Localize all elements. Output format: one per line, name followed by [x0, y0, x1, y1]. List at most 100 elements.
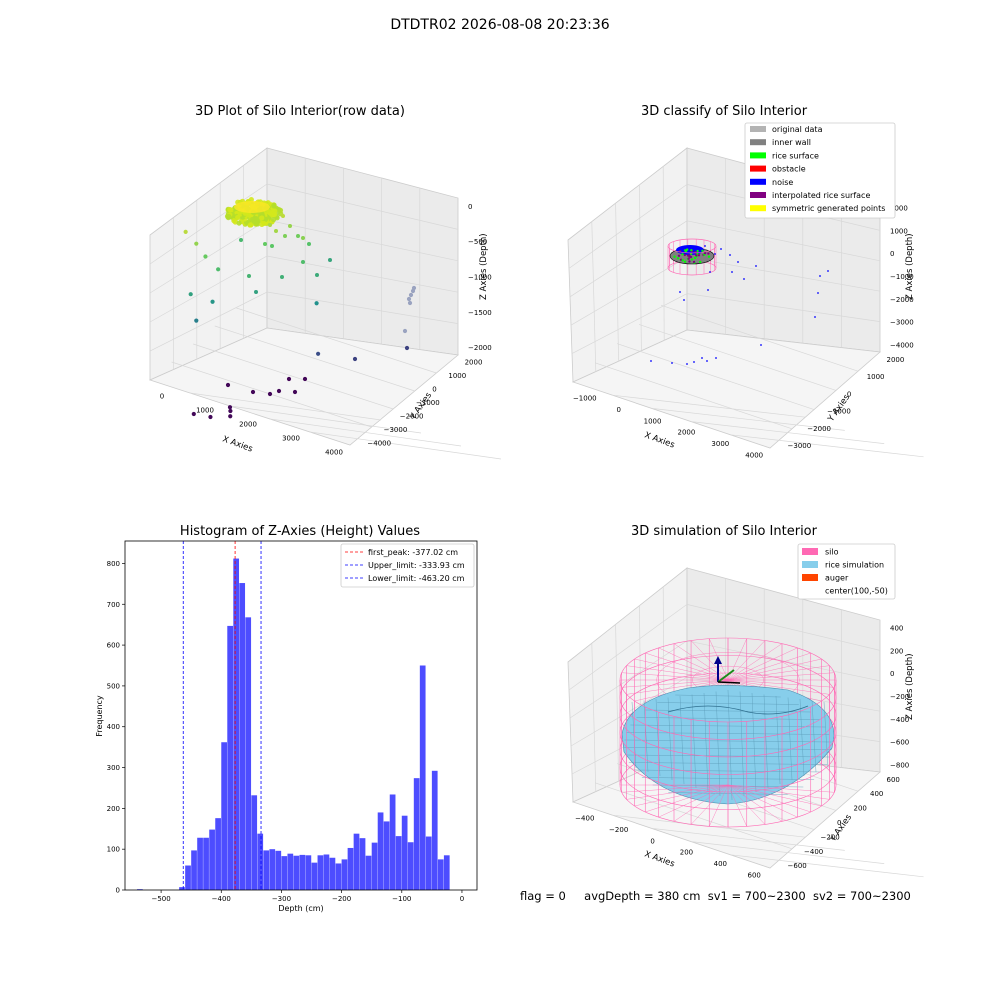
raw-low-point	[404, 345, 410, 351]
classify-surface-point	[701, 249, 704, 253]
raw-point	[315, 273, 319, 277]
silo-wire-spoke	[709, 784, 729, 827]
raw-x-tick: 2000	[239, 421, 257, 429]
raw-z-axis-label: Z Axies (Depth)	[479, 233, 489, 300]
raw-x-tick: 1000	[196, 407, 214, 415]
histogram-x-tick: −200	[332, 895, 351, 903]
classify-noise-point	[731, 271, 733, 273]
histogram-bar	[407, 842, 414, 890]
classify-surface-point	[695, 252, 698, 256]
classify-x-tick: 1000	[644, 417, 662, 425]
classify-noise-point	[714, 253, 716, 255]
silo-wire-spoke	[645, 784, 729, 813]
raw-cluster-point	[234, 209, 240, 215]
raw-cluster-point	[236, 205, 242, 211]
raw-cluster-point	[267, 209, 273, 216]
raw-cluster-point	[227, 206, 233, 213]
raw-cluster-point	[268, 219, 274, 225]
raw-cluster-point	[246, 200, 253, 206]
raw-y-tick: 0	[432, 386, 436, 394]
simulation-legend-label: auger	[825, 574, 849, 583]
raw-cluster-point	[262, 214, 268, 220]
raw-cluster-point	[247, 209, 253, 215]
raw-low-point	[411, 285, 417, 291]
raw-cluster-point	[266, 202, 272, 208]
histogram-x-tick: −300	[272, 895, 291, 903]
panel-title-classify: 3D classify of Silo Interior	[640, 104, 808, 119]
raw-cluster-point	[231, 218, 237, 224]
raw-cluster-point	[246, 214, 252, 220]
raw-cluster-point	[265, 204, 271, 210]
raw-cluster-point	[234, 213, 240, 220]
raw-cluster-point	[243, 219, 250, 226]
raw-cluster-point	[234, 207, 240, 213]
raw-cluster-point	[267, 211, 273, 217]
histogram-x-tick: 0	[460, 895, 464, 903]
auger-axes-glyph	[714, 656, 741, 684]
raw-cluster-point	[264, 209, 270, 215]
raw-cluster-point	[250, 214, 256, 220]
raw-point	[270, 244, 274, 248]
raw-cluster-point	[257, 201, 263, 207]
simulation-z-tick: 400	[890, 625, 903, 633]
raw-cluster-point	[267, 203, 273, 209]
raw-cluster-point	[252, 209, 258, 215]
rice-mesh-line	[675, 694, 781, 698]
histogram-bar	[377, 812, 384, 890]
raw-cluster-point	[248, 216, 254, 222]
raw-cluster-point	[248, 197, 254, 203]
raw-cluster-point	[225, 214, 231, 221]
raw-cluster-point	[247, 222, 253, 228]
raw-point	[280, 275, 284, 279]
panel-title-raw: 3D Plot of Silo Interior(row data)	[195, 104, 405, 119]
histogram-bar	[233, 558, 240, 890]
raw-cluster-point	[265, 216, 272, 222]
raw-cluster-point	[260, 216, 266, 222]
classify-legend: original data inner wall rice surface obsta…	[744, 122, 896, 219]
histogram-bar	[215, 818, 221, 890]
silo-wire-ring-back	[619, 690, 837, 733]
classify-y-tick: −2000	[807, 425, 831, 433]
classify-noise-point	[693, 361, 695, 363]
raw-cluster-point	[243, 205, 250, 211]
histogram-bar	[209, 829, 215, 890]
histogram-y-tick: 600	[107, 642, 120, 650]
histogram-bar	[275, 850, 282, 890]
raw-cluster-point	[249, 216, 255, 223]
raw-cluster-point	[227, 209, 233, 215]
rice-mesh-line	[668, 792, 788, 795]
histogram-tick-labels: −500 −400 −300 −200 −100 0 0 100 200 300 400 500 600…	[107, 560, 465, 903]
raw-low-point	[276, 388, 282, 394]
raw-cluster-point	[248, 209, 255, 215]
silo-wire-ring-back	[619, 672, 837, 716]
silo-wire-spoke	[727, 652, 811, 681]
histogram-bar	[269, 849, 276, 890]
raw-cluster-point	[250, 209, 256, 215]
raw-cluster-point	[273, 206, 280, 212]
classify-surface-point	[686, 254, 690, 257]
raw-data-point	[208, 414, 213, 420]
silo-wire-ring-front	[619, 697, 837, 740]
raw-cluster-point	[267, 211, 273, 218]
status-line: flag = 0 avgDepth = 380 cm sv1 = 700~230…	[520, 889, 911, 903]
raw-cluster-point	[254, 200, 260, 207]
classify-surface-point	[683, 249, 687, 252]
raw-point	[301, 236, 305, 240]
raw-cluster-point	[244, 200, 250, 206]
silo-wire-spoke	[645, 652, 729, 681]
silo-wire-spoke	[658, 679, 729, 713]
simulation-y-tick: 200	[854, 805, 867, 813]
classify-z-tick: 2000	[890, 205, 908, 213]
raw-cluster-point	[259, 202, 266, 208]
raw-cluster-point	[237, 208, 243, 214]
raw-cluster-point	[242, 220, 248, 226]
raw-cluster-point	[270, 206, 276, 212]
histogram-bar	[185, 865, 191, 890]
silo-wire-top-ring	[692, 665, 764, 695]
simulation-x-tick: 600	[748, 871, 761, 879]
raw-cluster-point	[233, 208, 239, 214]
classify-legend-swatch	[750, 126, 766, 132]
classify-surface-point	[687, 257, 690, 260]
raw-cluster-point	[266, 212, 272, 218]
raw-axes-panes	[148, 147, 459, 446]
